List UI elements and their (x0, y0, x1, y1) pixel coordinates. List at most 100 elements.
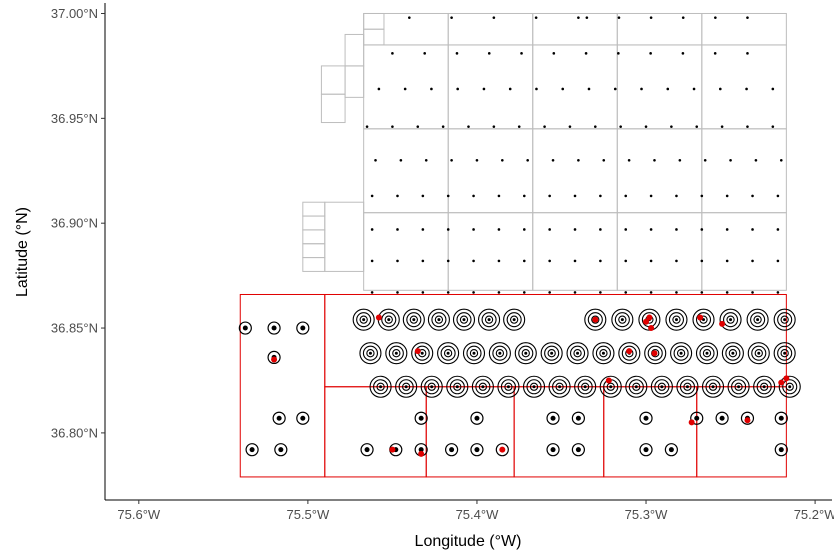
ring-station-point (446, 351, 450, 355)
grid-cell (302, 243, 326, 259)
grid-station-point (396, 259, 399, 263)
ring-center (599, 349, 608, 358)
ring-outer (721, 342, 744, 365)
grid-station-point (441, 125, 445, 129)
block-station-point (668, 447, 674, 453)
grid-station-point (475, 158, 479, 162)
ring-outer (548, 375, 571, 398)
ring-outer (452, 308, 476, 331)
ring-station-point (550, 351, 554, 355)
grid-station-point (446, 291, 450, 294)
grid-cell (701, 128, 787, 214)
ring-stations-layer (238, 308, 801, 457)
survey-block (324, 293, 787, 388)
grid-station-point (456, 87, 459, 91)
ring-inner (679, 379, 695, 395)
detection-point (719, 320, 726, 327)
grid-station-point (713, 52, 717, 55)
ring-center (760, 382, 769, 391)
y-tick-label: 36.85°N (51, 321, 98, 336)
ring-center (676, 349, 686, 358)
block-station-point (575, 415, 581, 421)
ring-outer (747, 342, 770, 365)
ring-inner (373, 379, 389, 395)
grid-station-point (450, 158, 453, 162)
grid-cell (363, 12, 385, 30)
x-tick-label: 75.3°W (625, 507, 669, 522)
ring-outer (727, 375, 750, 398)
block-station-point (271, 325, 277, 331)
block-station-point (575, 447, 581, 453)
grid-station-point (745, 87, 748, 91)
y-tick-label: 36.90°N (51, 216, 98, 231)
block-station-ring (690, 411, 704, 425)
ring-outer (359, 342, 382, 365)
grid-cell (447, 128, 534, 214)
ring-outer (514, 342, 537, 365)
block-station-point (276, 415, 282, 421)
ring-outer (701, 375, 725, 398)
ring-center (734, 382, 743, 391)
block-station-ring (360, 443, 374, 457)
grid-station-point (751, 291, 754, 294)
survey-block (324, 386, 427, 478)
grid-cell (363, 28, 385, 46)
ring-inner (777, 312, 793, 328)
grid-station-point (675, 228, 678, 231)
x-tick-label: 75.5°W (286, 507, 330, 522)
ring-inner (518, 345, 534, 361)
ring-outer (395, 375, 418, 398)
ring-outer (385, 342, 408, 365)
ring-center (402, 382, 411, 391)
grid-station-point (450, 16, 453, 19)
block-station-point (643, 415, 649, 421)
ring-outer (625, 375, 648, 398)
block-station-ring (470, 411, 484, 425)
ring-inner (751, 345, 767, 361)
grid-station-point (617, 52, 620, 55)
ring-station-point (462, 318, 466, 322)
grid-station-point (535, 87, 538, 91)
grid-cell (344, 33, 365, 67)
ring-inner (647, 345, 663, 361)
detection-point (778, 379, 785, 386)
grid-cell (447, 212, 534, 291)
ring-center (392, 349, 401, 358)
y-ticks: 36.80°N 36.85°N 36.90°N 36.95°N 37.00°N (51, 6, 105, 440)
ring-inner (699, 345, 715, 361)
grid-station-point (771, 87, 775, 91)
block-station-ring (444, 443, 459, 457)
ring-center (443, 349, 453, 358)
ring-outer (670, 342, 693, 365)
grid-station-point (577, 16, 580, 19)
grid-station-point (729, 158, 732, 162)
ring-center (581, 382, 590, 391)
grid-station-point (430, 87, 433, 91)
grid-station-point (617, 16, 621, 19)
grid-station-point (681, 52, 685, 55)
grid-station-point (675, 291, 678, 294)
ring-center (547, 349, 556, 358)
ring-center (591, 315, 600, 324)
ring-outer (471, 375, 494, 398)
ring-center (780, 349, 789, 358)
ring-inner (782, 379, 798, 395)
grid-station-point (751, 228, 754, 231)
grid-station-point (568, 125, 572, 129)
grid-station-point (472, 291, 475, 294)
grid-station-point (370, 291, 374, 294)
ring-inner (552, 379, 568, 395)
detection-point (783, 375, 790, 382)
grid-station-point (751, 194, 754, 198)
ring-inner (577, 379, 593, 395)
grid-station-point (602, 158, 606, 162)
y-tick-label: 36.80°N (51, 425, 98, 440)
ring-outer (644, 342, 667, 365)
grid-cell (701, 44, 787, 130)
ring-station-point (394, 351, 398, 355)
ring-station-point (674, 318, 678, 322)
grid-cell (616, 212, 703, 291)
grid-station-point (670, 125, 673, 129)
block-station-point (694, 415, 700, 421)
